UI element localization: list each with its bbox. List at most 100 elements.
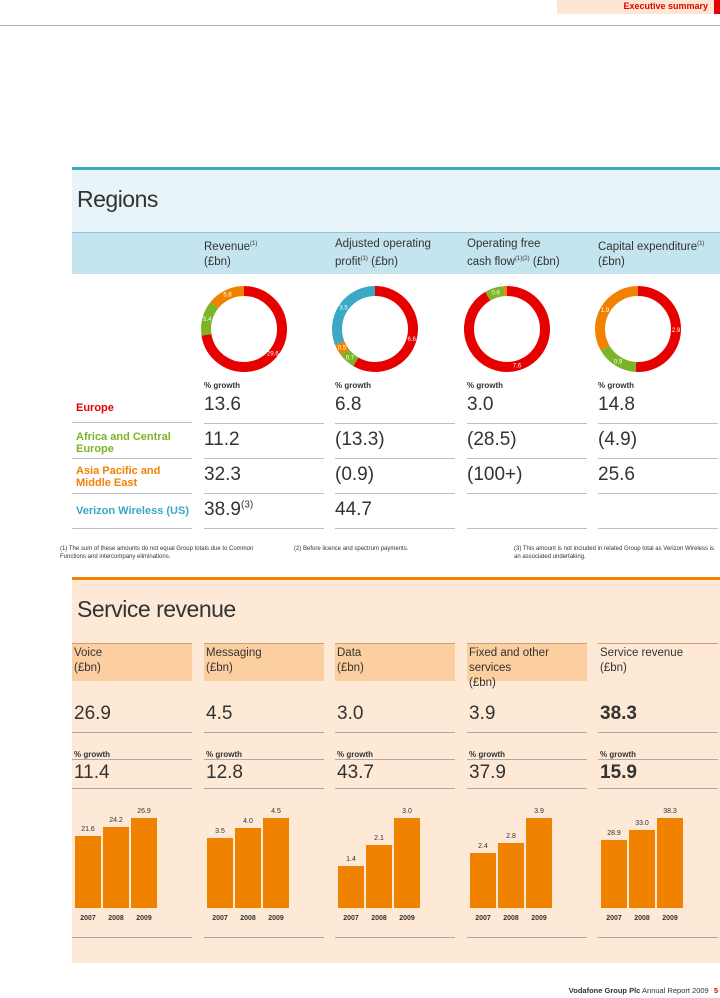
revenue-donut: 29.6 5.4 5.8 (201, 286, 287, 372)
growth-label: % growth (467, 381, 503, 390)
donut-label: 0.7 (346, 355, 355, 361)
col-head-capex: Capital expenditure(1) (£bn) (598, 240, 705, 268)
growth-label: % growth (335, 381, 371, 390)
value-cell: (100+) (467, 464, 587, 494)
company-name: Vodafone Group Plc (568, 986, 641, 995)
donut-segment (353, 286, 418, 372)
donut-segment (201, 302, 219, 336)
value-cell: 14.8 (598, 394, 718, 424)
row-label-verizon: Verizon Wireless (US) (76, 505, 189, 517)
donut-label: 3.5 (339, 306, 348, 312)
value-cell (467, 499, 587, 529)
value-cell: 6.8 (335, 394, 455, 424)
bar (601, 840, 627, 908)
fixed-bar-chart: 2.4 2007 2.8 2008 3.9 2009 (467, 808, 587, 938)
year-tick-label: 2007 (606, 915, 622, 922)
chart-baseline (72, 937, 192, 938)
growth-label: % growth (74, 750, 110, 759)
service-col-fixed: Fixed and other services (£bn) 3.9 % grow… (467, 643, 587, 789)
value-cell: 38.9(3) (204, 499, 324, 529)
year-tick-label: 2007 (80, 915, 96, 922)
value-cell: 25.6 (598, 464, 718, 494)
bar-value-label: 3.9 (534, 808, 544, 815)
donut-segment (201, 286, 287, 372)
year-tick-label: 2009 (136, 915, 152, 922)
growth-label: % growth (469, 750, 505, 759)
donut-label: (0.1) (499, 284, 511, 285)
year-tick-label: 2009 (268, 915, 284, 922)
growth-value: 37.9 (467, 759, 587, 789)
data-bar-chart: 1.4 2007 2.1 2008 3.0 2009 (335, 808, 455, 938)
value-cell: (28.5) (467, 429, 587, 459)
year-tick-label: 2007 (475, 915, 491, 922)
service-value: 38.3 (598, 703, 718, 733)
regions-section: Regions Revenue(1) (£bn) Adjusted operati… (72, 167, 720, 540)
col-head-cashflow: Operating free cash flow(1)(2) (£bn) (467, 238, 560, 268)
donut-segment (595, 286, 639, 351)
growth-value: 11.4 (72, 759, 192, 789)
year-tick-label: 2008 (634, 915, 650, 922)
service-col-head: Voice (£bn) (72, 643, 192, 681)
bar (498, 843, 524, 908)
voice-bar-chart: 21.6 2007 24.2 2008 26.9 2009 (72, 808, 192, 938)
year-tick-label: 2008 (503, 915, 519, 922)
value-cell: (13.3) (335, 429, 455, 459)
service-col-data: Data (£bn) 3.0 % growth 43.7 (335, 643, 455, 789)
bar-value-label: 3.5 (215, 828, 225, 835)
service-value: 4.5 (204, 703, 324, 733)
service-title: Service revenue (77, 596, 236, 622)
chart-baseline (598, 937, 718, 938)
bar-value-label: 26.9 (137, 808, 151, 815)
service-col-head: Service revenue (£bn) (598, 643, 718, 681)
footnote-3: (3) This amount is not included in relat… (514, 546, 714, 560)
year-tick-label: 2008 (108, 915, 124, 922)
bar (235, 828, 261, 908)
donut-label: 5.8 (223, 293, 232, 299)
service-col-head: Fixed and other services (£bn) (467, 643, 587, 689)
row-label-europe: Europe (76, 402, 114, 414)
value-cell: 11.2 (204, 429, 324, 459)
value-cell: (4.9) (598, 429, 718, 459)
growth-label: % growth (206, 750, 242, 759)
footnote-1: (1) The sum of these amounts do not equa… (60, 546, 254, 560)
bar (338, 866, 364, 908)
bar-value-label: 24.2 (109, 817, 123, 825)
row-label-africa: Africa and Central Europe (76, 431, 171, 455)
cashflow-donut: 7.6 0.6 (0.1) (464, 284, 550, 372)
donut-label: 6.6 (408, 337, 417, 343)
row-label-asia: Asia Pacific and Middle East (76, 465, 161, 489)
service-value: 3.0 (335, 703, 455, 733)
bar (75, 835, 101, 908)
year-tick-label: 2007 (343, 915, 359, 922)
row-divider (72, 528, 192, 529)
value-cell: 44.7 (335, 499, 455, 529)
service-revenue-section: Service revenue Voice (£bn) 26.9 % growth… (72, 577, 720, 963)
growth-label: % growth (598, 381, 634, 390)
profit-donut: 6.6 0.7 0.5 3.5 (332, 286, 418, 372)
donut-label: 0.9 (614, 359, 623, 365)
bar (470, 852, 496, 908)
year-tick-label: 2008 (240, 915, 256, 922)
service-col-messaging: Messaging (£bn) 4.5 % growth 12.8 (204, 643, 324, 789)
service-revenue-bar-chart: 28.9 2007 33.0 2008 38.3 2009 (598, 808, 718, 938)
bar-value-label: 2.1 (374, 835, 384, 842)
year-tick-label: 2008 (371, 915, 387, 922)
growth-label: % growth (337, 750, 373, 759)
bar-value-label: 1.4 (346, 856, 356, 863)
regions-title: Regions (77, 186, 158, 212)
bar-value-label: 28.9 (607, 830, 621, 838)
year-tick-label: 2007 (212, 915, 228, 922)
bar (526, 818, 552, 908)
page-number: 5 (713, 986, 718, 995)
row-divider (72, 422, 192, 423)
section-tab: Executive summary (557, 0, 720, 14)
donut-segment (464, 286, 550, 372)
bar (629, 830, 655, 908)
value-cell: 3.0 (467, 394, 587, 424)
value-cell (598, 499, 718, 529)
growth-value: 43.7 (335, 759, 455, 789)
regions-header-row: Revenue(1) (£bn) Adjusted operating profit… (72, 232, 720, 274)
bar (394, 818, 420, 908)
bar (657, 818, 683, 908)
year-tick-label: 2009 (662, 915, 678, 922)
